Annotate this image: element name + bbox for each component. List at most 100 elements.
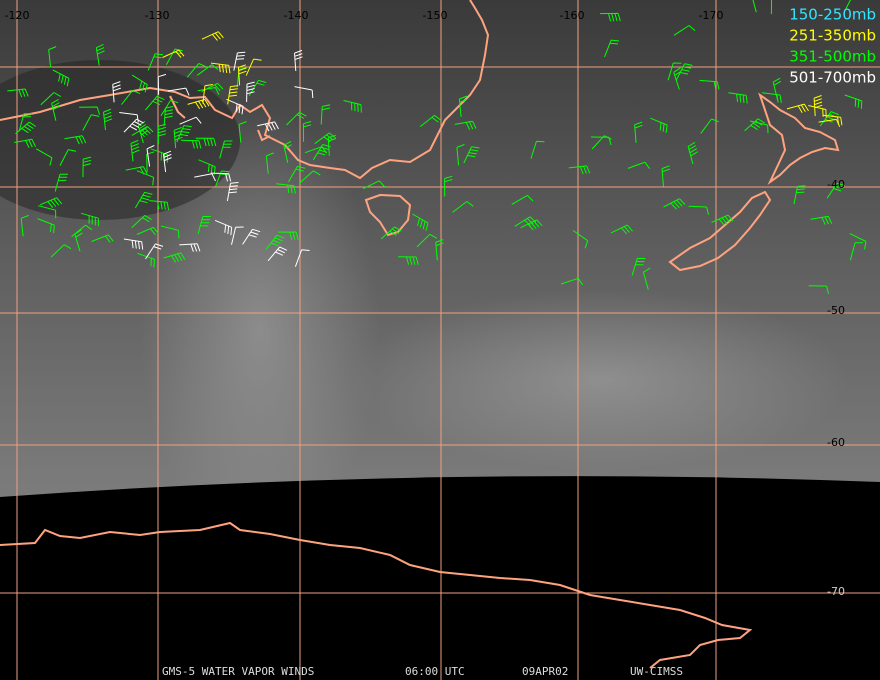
longitude-label: -170 [699,9,724,22]
legend-entry: 501-700mb [789,69,876,87]
wind-barb [40,92,62,106]
wind-barb [50,244,72,258]
wind-barb [793,185,806,205]
wind-barb [286,111,307,126]
coastlines [0,0,840,669]
wind-barb [560,277,584,286]
wind-barb [51,98,61,121]
wind-barb [314,132,336,145]
wind-barb [103,108,113,131]
footer-text: GMS-5 WATER VAPOR WINDS [162,665,314,678]
wind-barb [265,234,285,250]
wind-barb [195,137,217,147]
wind-barb [197,216,211,235]
wind-barb [762,92,782,103]
wind-barb [54,173,68,192]
wind-barb [419,114,442,127]
wind-barb [458,95,468,117]
wind-barb [18,113,32,132]
wind-barb [444,175,453,197]
wind-barb [131,214,152,229]
wind-barb [167,87,190,96]
wind-barb [136,170,155,186]
wind-barb [112,81,121,103]
wind-barb [283,141,292,164]
wind-barb [146,145,155,167]
wind-barb [810,215,833,225]
wind-barb [131,74,148,93]
footer-text: 09APR02 [522,665,568,678]
longitude-label: -140 [284,9,309,22]
wind-barb [343,100,362,113]
wind-barb [245,58,262,76]
wind-barb [454,120,477,130]
wind-barb [514,216,537,227]
wind-barb [179,116,202,125]
wind-barb [38,205,57,219]
wind-barb [786,103,809,113]
wind-barb [278,231,299,240]
longitude-labels: -120 -130 -140 -150 -160 -170 [5,9,724,22]
wind-barb [35,148,53,166]
legend-entry: 351-500mb [789,48,876,66]
wind-barb [294,49,303,72]
wind-barb [463,146,480,164]
wind-barb [572,230,589,249]
wind-barb [80,212,99,227]
wind-barb [196,64,219,76]
wind-barb [210,62,231,74]
wind-barb [238,121,247,143]
wind-barb [276,183,296,194]
wind-barb [15,121,37,135]
footer-text: UW-CIMSS [630,665,683,678]
wind-barb [511,194,534,205]
wind-barb [265,152,275,174]
wind-barb [700,118,720,134]
wind-barb [37,218,55,234]
wind-barb [162,49,185,58]
wind-barb [320,104,331,125]
wind-barb [95,43,105,66]
cloud-band [140,110,380,550]
wind-barb [131,125,154,138]
wind-barb [752,0,757,13]
wind-barb [59,149,77,166]
wind-barb [849,233,867,250]
australia-coast [0,0,490,180]
cloud-band [350,290,850,470]
latitude-label: -50 [827,304,845,317]
wind-barb [237,64,247,86]
wind-barb [64,135,87,145]
wind-barb [74,229,83,252]
wind-barb [568,165,591,175]
wind-barb [173,127,183,149]
legend: 150-250mb 251-350mb 351-500mb 501-700mb [789,6,876,87]
wind-barb [294,86,314,99]
wind-barb [304,146,328,154]
wind-barb [91,234,114,243]
wind-barb [121,90,141,105]
antarctica-coast [0,521,753,669]
wind-barb [257,121,279,132]
wind-barb [40,197,63,209]
footer: GMS-5 WATER VAPOR WINDS 06:00 UTC 09APR02 U… [162,665,683,678]
wind-barb [299,170,321,184]
wind-barb [302,121,312,142]
wind-barb [123,238,144,250]
wind-barb [687,141,698,165]
wind-barb [52,69,70,87]
wind-barb [844,0,852,11]
wind-barb [728,92,748,104]
wind-barb [288,165,306,183]
wind-barb [416,233,438,248]
wind-barb [180,139,202,149]
wind-barb [227,85,239,105]
wind-barb [163,150,172,173]
wind-barb [808,285,829,295]
new-zealand-south-coast [668,190,772,272]
wind-barb [136,226,159,236]
wind-barb [157,73,167,95]
wind-barb [642,267,651,290]
